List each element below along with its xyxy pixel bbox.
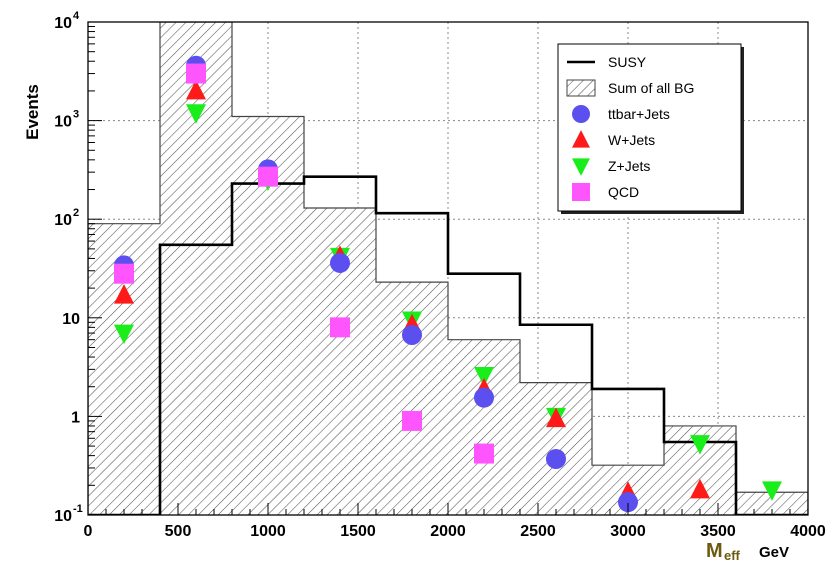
legend: SUSY Sum of all BG ttbar+Jets W+Jets Z+Jets Q… xyxy=(558,44,744,214)
legend-label: W+Jets xyxy=(608,132,655,148)
x-tick-label: 4000 xyxy=(790,523,826,540)
x-tick-label: 2500 xyxy=(520,523,556,540)
x-tick-label: 1500 xyxy=(340,523,376,540)
x-axis-label-unit: GeV xyxy=(759,544,789,561)
y-tick-label: 10 2 xyxy=(54,207,79,229)
legend-label: QCD xyxy=(608,184,639,200)
x-tick-label: 500 xyxy=(165,523,192,540)
y-tick-label: 10 3 xyxy=(54,109,79,131)
y-tick-label-exponent: 3 xyxy=(73,109,79,121)
x-tick-label: 1000 xyxy=(250,523,286,540)
legend-symbol-marker xyxy=(572,183,590,201)
y-tick-label-base: 10 xyxy=(54,114,72,131)
histogram-bin-bg xyxy=(520,383,592,515)
y-tick-label: 10 -1 xyxy=(54,503,83,525)
x-tick-label: 3500 xyxy=(700,523,736,540)
y-tick-label-base: 1 xyxy=(71,409,80,426)
marker-ttbar-jets xyxy=(330,253,350,273)
legend-label: ttbar+Jets xyxy=(608,106,670,122)
legend-symbol-marker xyxy=(572,105,590,123)
marker-qcd xyxy=(258,167,278,187)
y-tick-label-base: 10 xyxy=(54,212,72,229)
x-tick-label: 0 xyxy=(84,523,93,540)
legend-symbol-hatched xyxy=(567,80,595,96)
x-tick-label: 2000 xyxy=(430,523,466,540)
y-tick-label: 10 4 xyxy=(54,10,80,32)
x-axis-label-subscript: eff xyxy=(724,548,741,563)
marker-ttbar-jets xyxy=(546,449,566,469)
y-tick-label: 1 xyxy=(71,409,80,426)
histogram-bin-bg xyxy=(448,340,520,515)
x-axis-label: M eff GeV xyxy=(706,540,789,563)
y-tick-label-base: 10 xyxy=(54,508,72,525)
y-tick-label-exponent: 4 xyxy=(73,10,80,22)
y-tick-label-base: 10 xyxy=(62,311,80,328)
marker-qcd xyxy=(474,444,494,464)
marker-qcd xyxy=(114,264,134,284)
y-axis-label: Events xyxy=(23,84,42,140)
x-tick-label: 3000 xyxy=(610,523,646,540)
legend-label: Sum of all BG xyxy=(608,80,694,96)
legend-label: SUSY xyxy=(608,54,647,70)
legend-label: Z+Jets xyxy=(608,158,650,174)
marker-qcd xyxy=(330,317,350,337)
x-axis-label-main: M xyxy=(706,540,723,562)
y-tick-label: 10 xyxy=(62,311,80,328)
y-tick-label-exponent: 2 xyxy=(73,207,79,219)
y-tick-label-exponent: -1 xyxy=(73,503,83,515)
marker-qcd xyxy=(186,64,206,84)
y-tick-label-base: 10 xyxy=(54,15,72,32)
marker-ttbar-jets xyxy=(474,388,494,408)
marker-ttbar-jets xyxy=(402,325,422,345)
marker-qcd xyxy=(402,411,422,431)
